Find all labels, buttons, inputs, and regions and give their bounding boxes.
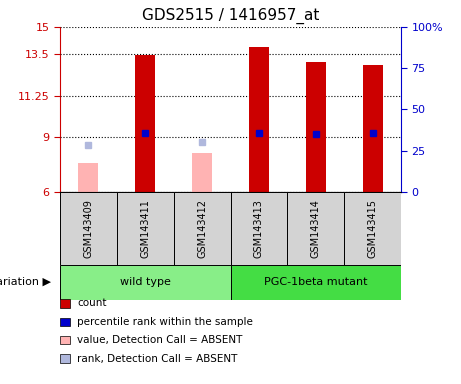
- Bar: [78, 163, 98, 192]
- Text: GSM143409: GSM143409: [83, 199, 94, 258]
- Text: count: count: [77, 298, 106, 308]
- Text: rank, Detection Call = ABSENT: rank, Detection Call = ABSENT: [77, 354, 237, 364]
- Text: GSM143412: GSM143412: [197, 199, 207, 258]
- Text: GSM143415: GSM143415: [367, 199, 378, 258]
- Bar: [192, 154, 212, 192]
- Bar: [60, 265, 230, 300]
- Text: genotype/variation ▶: genotype/variation ▶: [0, 277, 51, 287]
- Text: GSM143413: GSM143413: [254, 199, 264, 258]
- Text: GSM143411: GSM143411: [140, 199, 150, 258]
- Bar: [174, 192, 230, 265]
- Bar: [230, 265, 401, 300]
- Bar: [363, 65, 383, 192]
- Bar: [60, 192, 117, 265]
- Text: GSM143414: GSM143414: [311, 199, 321, 258]
- Bar: [135, 55, 155, 192]
- Bar: [117, 192, 174, 265]
- Text: value, Detection Call = ABSENT: value, Detection Call = ABSENT: [77, 335, 242, 345]
- Bar: [306, 62, 326, 192]
- Title: GDS2515 / 1416957_at: GDS2515 / 1416957_at: [142, 8, 319, 24]
- Bar: [249, 47, 269, 192]
- Bar: [344, 192, 401, 265]
- Text: percentile rank within the sample: percentile rank within the sample: [77, 317, 253, 327]
- Bar: [287, 192, 344, 265]
- Text: PGC-1beta mutant: PGC-1beta mutant: [264, 277, 367, 287]
- Bar: [230, 192, 287, 265]
- Text: wild type: wild type: [120, 277, 171, 287]
